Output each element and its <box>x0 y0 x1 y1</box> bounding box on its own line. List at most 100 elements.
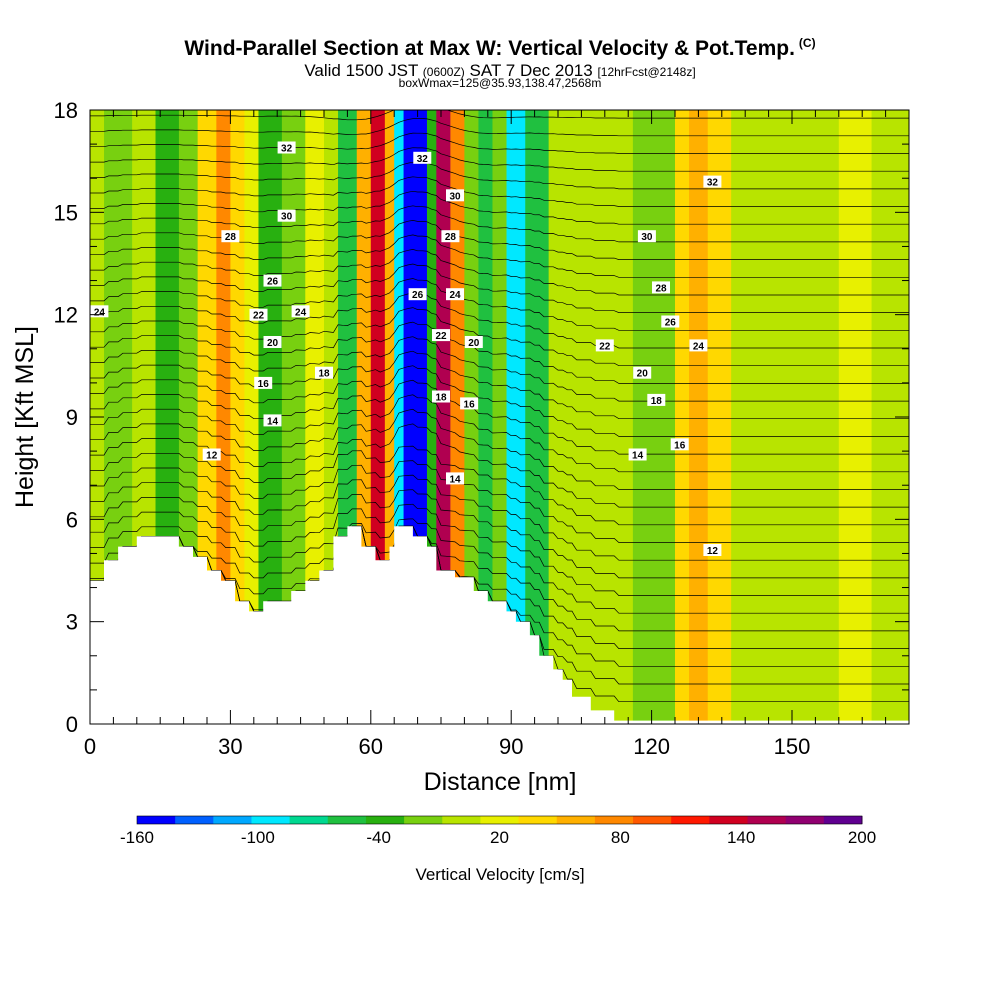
velocity-column <box>548 110 578 724</box>
contour-label: 28 <box>441 230 460 243</box>
x-tick-label: 0 <box>84 734 96 759</box>
colorbar-swatch <box>709 816 749 824</box>
velocity-column <box>230 110 245 724</box>
colorbar-tick-label: 80 <box>611 828 630 847</box>
velocity-column <box>675 110 690 724</box>
velocity-column <box>632 110 657 724</box>
theta-contour-line <box>90 460 909 543</box>
contour-label-box <box>652 281 670 294</box>
contour-label-box <box>202 448 221 461</box>
contour-label-text: 26 <box>665 318 677 329</box>
y-tick-label: 15 <box>54 200 78 225</box>
contour-label: 26 <box>661 315 680 329</box>
contour-label-box <box>670 438 689 451</box>
contour-label-box <box>703 175 722 188</box>
contour-label-box <box>432 329 450 342</box>
contour-label-box <box>221 230 240 243</box>
velocity-column <box>525 110 550 724</box>
theta-contour-line <box>90 503 909 596</box>
contour-label-box <box>315 366 333 379</box>
theta-contour-line <box>90 350 909 420</box>
contour-label-box <box>254 376 273 389</box>
colorbar-swatch <box>633 816 672 824</box>
contour-label: 20 <box>263 336 282 349</box>
contour-label: 24 <box>689 339 708 352</box>
theta-contour-line <box>90 525 909 649</box>
contour-label: 30 <box>446 189 464 202</box>
contour-label-box <box>661 315 680 328</box>
theta-contour-line <box>90 474 909 561</box>
x-tick-label: 30 <box>218 734 242 759</box>
colorbar-tick-label: 140 <box>727 828 755 847</box>
contour-label: 30 <box>637 230 656 243</box>
contour-label: 20 <box>633 366 652 380</box>
colorbar-swatch <box>213 816 252 824</box>
contour-label: 30 <box>277 209 296 223</box>
contour-label-text: 14 <box>449 474 461 485</box>
contour-label-text: 24 <box>295 307 307 318</box>
contour-label-box <box>249 308 268 321</box>
theta-contour-line <box>90 445 909 526</box>
colorbar-swatch <box>823 816 863 824</box>
theta-contour-line <box>90 278 909 331</box>
contour-label-box <box>460 397 479 410</box>
theta-contour-line <box>90 249 909 296</box>
theta-contour-line <box>90 321 909 384</box>
colorbar-frame <box>136 815 863 825</box>
contour-label-text: 18 <box>651 396 663 407</box>
contour-label-text: 30 <box>449 191 461 202</box>
velocity-column <box>838 110 873 724</box>
contour-label: 24 <box>446 288 464 301</box>
velocity-column <box>707 110 732 724</box>
colorbar-tick-label: -160 <box>120 828 154 847</box>
velocity-column <box>576 110 606 724</box>
chart-subtitle-box: boxWmax=125@35.93,138.47,2568m <box>398 76 602 90</box>
colorbar: -160 -100 -40 20 80 140 200 <box>120 815 876 847</box>
contour-label: 14 <box>446 472 464 485</box>
contour-label: 28 <box>652 281 670 294</box>
velocity-column <box>604 110 634 724</box>
velocity-column <box>731 110 770 724</box>
contour-label-box <box>432 390 450 403</box>
contour-label: 28 <box>221 230 240 243</box>
contour-label-text: 20 <box>637 369 649 380</box>
contour-label: 16 <box>460 397 479 410</box>
contour-label: 24 <box>291 305 310 318</box>
contour-label-box <box>464 336 483 348</box>
contour-label-box <box>633 366 652 379</box>
colorbar-title: Vertical Velocity [cm/s] <box>415 865 584 884</box>
colorbar-swatch <box>175 816 214 824</box>
colorbar-swatch <box>480 816 520 824</box>
contour-label-box <box>637 230 656 243</box>
contour-label-text: 32 <box>281 144 293 155</box>
contour-label-text: 24 <box>693 341 705 352</box>
contour-label-text: 18 <box>435 393 447 404</box>
contour-label-box <box>263 274 282 287</box>
contour-label-text: 18 <box>318 369 330 380</box>
subtitle-valid: Valid 1500 JST <box>304 61 419 80</box>
colorbar-swatch <box>785 816 825 824</box>
terrain <box>90 526 909 724</box>
theta-contour-line <box>90 263 909 313</box>
colorbar-swatch <box>365 816 405 824</box>
theta-contour-line <box>90 292 909 349</box>
x-tick-label: 60 <box>359 734 383 759</box>
y-tick-label: 9 <box>66 405 78 430</box>
theta-contour-line <box>90 110 909 121</box>
contour-label: 32 <box>413 151 432 165</box>
subtitle-utc: (0600Z) <box>422 65 465 79</box>
y-axis-title: Height [Kft MSL] <box>11 326 39 508</box>
contour-label-box <box>446 288 464 301</box>
velocity-column <box>394 110 405 724</box>
contour-label-text: 22 <box>253 311 265 322</box>
contour-label-text: 16 <box>674 440 686 451</box>
contour-label-text: 16 <box>258 379 270 390</box>
colorbar-swatch <box>747 816 787 824</box>
contour-label-box <box>263 414 282 427</box>
contour-label: 32 <box>703 175 722 189</box>
contour-label-text: 20 <box>468 338 480 349</box>
contour-label: 14 <box>628 448 647 462</box>
x-tick-label: 150 <box>774 734 811 759</box>
theta-contour-line <box>90 336 909 402</box>
